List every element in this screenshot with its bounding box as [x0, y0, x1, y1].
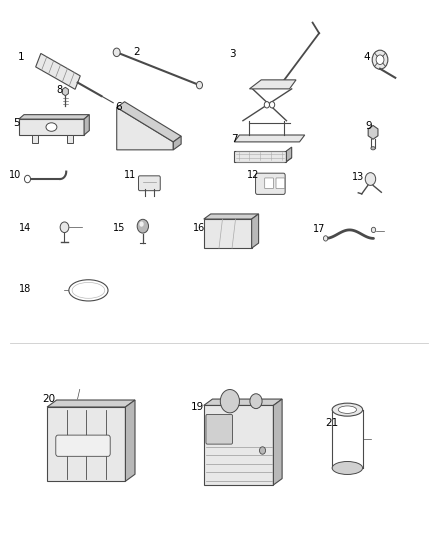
Polygon shape	[204, 219, 252, 248]
Polygon shape	[368, 125, 378, 139]
Text: 18: 18	[19, 284, 32, 294]
Text: 19: 19	[191, 402, 204, 412]
Circle shape	[113, 48, 120, 56]
FancyBboxPatch shape	[276, 178, 285, 189]
Text: 17: 17	[313, 224, 325, 235]
Polygon shape	[250, 80, 296, 89]
Ellipse shape	[72, 282, 105, 298]
Text: 2: 2	[133, 47, 140, 56]
Polygon shape	[117, 102, 181, 142]
FancyBboxPatch shape	[206, 415, 233, 444]
Circle shape	[25, 175, 31, 183]
Circle shape	[259, 447, 265, 454]
Circle shape	[372, 50, 388, 69]
Circle shape	[196, 82, 202, 89]
FancyBboxPatch shape	[255, 173, 285, 195]
Polygon shape	[273, 399, 282, 485]
Ellipse shape	[338, 406, 357, 414]
Text: 11: 11	[124, 171, 136, 180]
Circle shape	[139, 221, 144, 227]
Polygon shape	[62, 87, 68, 96]
Text: 14: 14	[19, 223, 32, 233]
Polygon shape	[234, 151, 286, 161]
Ellipse shape	[332, 462, 363, 474]
Text: 21: 21	[325, 418, 339, 428]
Text: 9: 9	[366, 121, 372, 131]
Circle shape	[371, 227, 376, 232]
Circle shape	[220, 390, 240, 413]
FancyBboxPatch shape	[56, 435, 110, 456]
Ellipse shape	[371, 147, 375, 150]
Polygon shape	[19, 115, 89, 119]
Text: 20: 20	[42, 394, 55, 404]
Text: 10: 10	[9, 171, 21, 180]
Polygon shape	[234, 135, 305, 142]
Text: 8: 8	[56, 85, 62, 95]
Text: 15: 15	[113, 223, 125, 233]
Polygon shape	[117, 108, 173, 150]
Text: 12: 12	[247, 171, 259, 180]
Polygon shape	[47, 400, 135, 407]
Text: 1: 1	[18, 52, 24, 62]
Ellipse shape	[46, 123, 57, 131]
Ellipse shape	[332, 403, 363, 416]
Polygon shape	[67, 135, 73, 143]
FancyBboxPatch shape	[138, 176, 160, 191]
Text: 6: 6	[116, 102, 122, 112]
Circle shape	[269, 102, 275, 108]
Polygon shape	[286, 147, 292, 161]
Polygon shape	[47, 407, 125, 481]
Polygon shape	[204, 406, 273, 485]
Circle shape	[250, 394, 262, 409]
Ellipse shape	[69, 280, 108, 301]
Polygon shape	[125, 400, 135, 481]
Circle shape	[137, 219, 148, 233]
FancyBboxPatch shape	[265, 178, 273, 189]
Polygon shape	[35, 53, 80, 90]
Polygon shape	[173, 136, 181, 150]
Text: 7: 7	[231, 134, 237, 144]
Text: 5: 5	[13, 118, 20, 128]
Text: 13: 13	[352, 172, 364, 182]
Polygon shape	[204, 399, 282, 406]
Circle shape	[376, 55, 384, 64]
Text: 4: 4	[364, 52, 370, 62]
Polygon shape	[84, 115, 89, 135]
Polygon shape	[234, 158, 292, 161]
Circle shape	[264, 102, 269, 108]
Polygon shape	[204, 214, 258, 219]
Text: 3: 3	[229, 50, 235, 59]
Polygon shape	[32, 135, 39, 143]
Circle shape	[60, 222, 69, 232]
Polygon shape	[19, 119, 84, 135]
Polygon shape	[252, 214, 258, 248]
Text: 16: 16	[193, 223, 205, 233]
Circle shape	[323, 236, 328, 241]
Circle shape	[365, 173, 376, 185]
